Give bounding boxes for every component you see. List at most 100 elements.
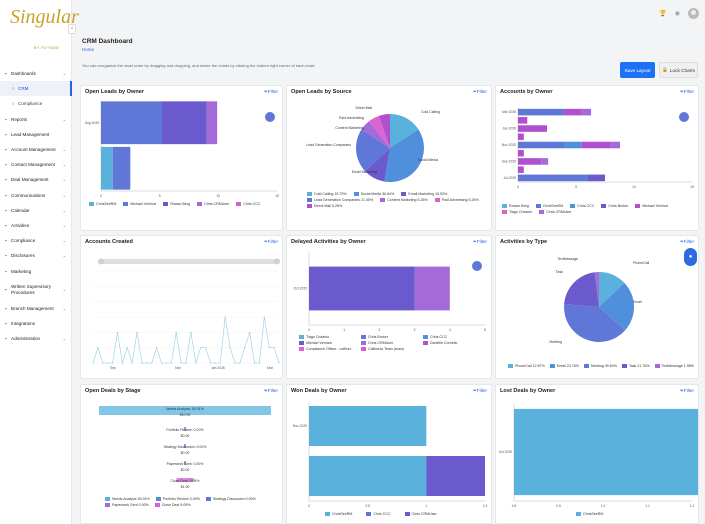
avatar[interactable] [688, 8, 699, 19]
sidebar-item-dashboards[interactable]: ▪ Dashboards ⌄ [0, 66, 72, 81]
funnel-bar [184, 461, 186, 465]
legend-item[interactable]: Social Media 36.84% [353, 192, 394, 196]
sidebar-item-lead-management[interactable]: ▪ Lead Management [0, 127, 72, 142]
legend-item[interactable]: Email Marketing 10.53% [401, 192, 447, 196]
filter-button[interactable]: ⏷Filter [680, 388, 694, 393]
legend-item[interactable]: Portfolio Review 0.00% [155, 497, 200, 501]
legend-item[interactable]: TextMessage 1.98% [654, 364, 694, 368]
help-icon[interactable]: ◉ [674, 11, 680, 17]
funnel-value-label: $0.00 [181, 451, 190, 455]
save-layout-button[interactable]: Save Layout [620, 62, 655, 78]
y-tick-label: Sep 2025 [502, 159, 516, 163]
sidebar-item-compliance[interactable]: ▪ Compliance ⌄ [0, 233, 72, 248]
legend-item[interactable]: Rowan Berg [163, 202, 190, 206]
bar-segment [426, 456, 485, 496]
lock-charts-button[interactable]: 🔒 Lock Charts [659, 62, 698, 78]
sidebar-item-compliance[interactable]: ○ Compliance [0, 96, 72, 111]
legend-item[interactable]: Chris CRMUser [539, 210, 571, 214]
legend-item[interactable]: Rowan Berg [502, 204, 529, 208]
sidebar-item-communications[interactable]: ▪ Communications ⌄ [0, 188, 72, 203]
filter-button[interactable]: ⏷Filter [680, 89, 694, 94]
sidebar-item-marketing[interactable]: ▪ Marketing [0, 263, 72, 278]
series-line [92, 316, 280, 364]
legend-item[interactable]: Michael Vernizzi [299, 341, 357, 345]
legend-label: ChrisSeeRM [332, 512, 353, 516]
legend-item[interactable]: Chris CCC [570, 204, 594, 208]
card-activities-type: Activities by Type ⏷Filter PhoneCall Emai… [495, 235, 699, 379]
legend-item[interactable]: Chris CRMUser [361, 341, 419, 345]
legend-item[interactable]: Paid Advertising 5.26% [434, 198, 479, 202]
legend-item[interactable]: Compliance Officer - ccfficer [299, 347, 357, 351]
sidebar-item-integrations[interactable]: ▪ Integrations [0, 316, 72, 331]
legend-item[interactable]: Michael Vernizzi [635, 204, 668, 208]
y-tick-label: Oct 2025 [499, 450, 513, 454]
legend-item[interactable]: Content Marketing 5.26% [380, 198, 428, 202]
sidebar-item-deal-management[interactable]: ▪ Deal Management ⌄ [0, 172, 72, 187]
legend-item[interactable]: Chris CCC [236, 202, 260, 206]
chart-open-leads-source: Cold Calling Social Media Email Marketing L… [306, 106, 440, 182]
sidebar-item-administration[interactable]: ▪ Administration ⌄ [0, 331, 72, 346]
collapse-sidebar-button[interactable]: ‹ [68, 24, 76, 34]
filter-button[interactable]: ⏷Filter [264, 239, 278, 244]
sidebar-item-disclosures[interactable]: ▪ Disclosures ⌄ [0, 248, 72, 263]
lead-icon: ▪ [5, 131, 7, 137]
legend-item[interactable]: ChrisSeeRM [325, 512, 352, 516]
legend-item[interactable]: Chris CRMUser [404, 512, 437, 516]
legend-item[interactable]: PhoneCall 12.87% [508, 364, 545, 368]
legend-item[interactable]: ChrisSeeRM [535, 204, 563, 208]
filter-label: Filter [267, 388, 278, 393]
pie-label: Content Marketing [335, 126, 364, 130]
data-point [234, 362, 236, 364]
legend-item[interactable]: ChrisSeeRM [89, 202, 116, 206]
sidebar-item-label: Reports [11, 116, 28, 122]
pie-label: Meeting [550, 340, 563, 344]
sidebar-item-contact-management[interactable]: ▪ Contact Management ⌄ [0, 157, 72, 172]
legend-item[interactable]: Meeting 39.60% [583, 364, 617, 368]
chat-fab-button[interactable]: ● [684, 248, 697, 266]
legend-item[interactable]: Close Deal 9.09% [154, 503, 191, 507]
filter-button[interactable]: ⏷Filter [473, 239, 487, 244]
legend-item[interactable]: Chris Broker [361, 335, 419, 339]
sidebar-item-calendar[interactable]: ▪ Calendar ⌄ [0, 203, 72, 218]
legend-item[interactable]: Email 23.76% [549, 364, 579, 368]
legend-item[interactable]: Strategy Discussion 0.00% [205, 497, 256, 501]
legend-item[interactable]: Cold Calling 15.79% [307, 192, 347, 196]
filter-button[interactable]: ⏷Filter [473, 388, 487, 393]
filter-button[interactable]: ⏷Filter [264, 388, 278, 393]
legend-item[interactable]: Chris CRMUser [197, 202, 229, 206]
bar-segment [610, 141, 621, 149]
legend-swatch [353, 192, 359, 196]
filter-button[interactable]: ⏷Filter [680, 239, 694, 244]
legend-item[interactable]: Chris CCC [423, 335, 481, 339]
legend-item[interactable]: Tiago Crizanto [502, 210, 532, 214]
filter-label: Filter [476, 89, 487, 94]
legend-item[interactable]: Paperwork Sent 0.00% [105, 503, 149, 507]
legend-item[interactable]: Michael Vernizzi [123, 202, 156, 206]
filter-button[interactable]: ⏷Filter [264, 89, 278, 94]
sidebar-item-activities[interactable]: ▪ Activities ⌄ [0, 218, 72, 233]
sidebar-item-reports[interactable]: ▪ Reports ⌄ [0, 112, 72, 127]
legend-item[interactable]: Direct Mail 5.26% [307, 204, 342, 208]
sidebar-item-branch-management[interactable]: ▪ Branch Management ⌄ [0, 301, 72, 316]
legend-item[interactable]: California Team (team) [361, 347, 419, 351]
filter-button[interactable]: ⏷Filter [473, 89, 487, 94]
pie-label: Social Media [418, 158, 438, 162]
brand-logo[interactable]: Singular BY PUTNAM [6, 4, 79, 54]
legend-item[interactable]: Task 21.78% [621, 364, 650, 368]
legend-item[interactable]: Danielle Cornelio [423, 341, 481, 345]
funnel-value-label: $0.00 [181, 468, 190, 472]
legend-item[interactable]: Chris CCC [366, 512, 391, 516]
bar-segment [564, 108, 582, 116]
trophy-icon[interactable]: 🏆 [659, 11, 667, 17]
legend-item[interactable]: ChrisSeeRM [576, 512, 603, 516]
sidebar-item-account-management[interactable]: ▪ Account Management ⌄ [0, 142, 72, 157]
legend-item[interactable]: Tiago Crizanto [299, 335, 357, 339]
sidebar-item-label: Dashboards [11, 71, 36, 77]
legend-item[interactable]: Chris Broker [601, 204, 628, 208]
legend-item[interactable]: Lead Generation Companies 21.05% [307, 198, 373, 202]
legend-item[interactable]: Needs Analysis 90.91% [105, 497, 150, 501]
sidebar-item-written-supervisory-procedures[interactable]: ▪ Written Supervisory Procedures ⌄ [0, 279, 72, 301]
data-point [214, 362, 216, 364]
breadcrumb[interactable]: Home [82, 47, 95, 52]
sidebar-item-crm[interactable]: ○ CRM [0, 81, 72, 97]
